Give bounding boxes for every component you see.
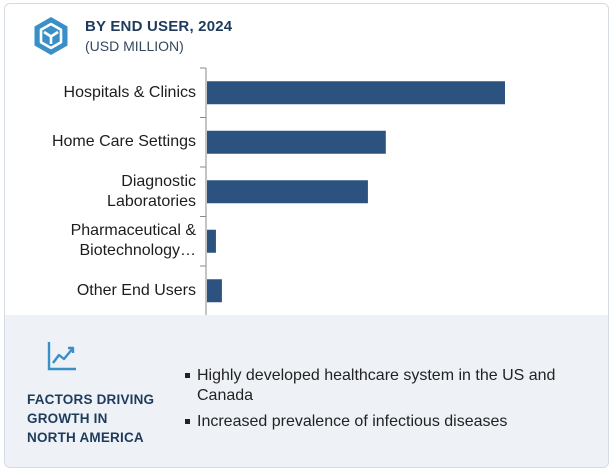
hexagon-y-logo-icon bbox=[34, 17, 68, 55]
chart-title: BY END USER, 2024 bbox=[85, 18, 233, 35]
category-label-line: Home Care Settings bbox=[51, 133, 196, 151]
bar bbox=[207, 229, 216, 253]
factors-panel: FACTORS DRIVING GROWTH IN NORTH AMERICA … bbox=[5, 315, 608, 467]
factors-title: FACTORS DRIVING GROWTH IN NORTH AMERICA bbox=[27, 390, 154, 447]
bar bbox=[207, 279, 222, 303]
bar bbox=[207, 81, 505, 105]
factor-item: Highly developed healthcare system in th… bbox=[185, 366, 595, 406]
factor-item: Increased prevalence of infectious disea… bbox=[185, 412, 595, 432]
category-label: Hospitals & Clinics bbox=[64, 83, 196, 103]
bar bbox=[207, 130, 386, 154]
category-label-line: Other End Users bbox=[76, 281, 196, 299]
category-label: Home Care Settings bbox=[52, 132, 196, 152]
bar bbox=[207, 180, 368, 204]
factors-title-line: GROWTH IN bbox=[27, 411, 108, 426]
factors-title-line: FACTORS DRIVING bbox=[27, 392, 155, 407]
category-label: Other End Users bbox=[77, 281, 196, 301]
bar-chart-svg bbox=[200, 67, 505, 316]
factors-list: Highly developed healthcare system in th… bbox=[185, 366, 595, 438]
category-label-line: Hospitals & Clinics bbox=[63, 83, 196, 101]
category-label-line: Diagnostic bbox=[121, 172, 196, 190]
trend-chart-icon bbox=[47, 342, 76, 371]
category-label-line: Laboratories bbox=[107, 192, 196, 210]
chart-subtitle: (USD MILLION) bbox=[85, 38, 184, 54]
factors-title-line: NORTH AMERICA bbox=[27, 430, 144, 445]
chart-card: BY END USER, 2024 (USD MILLION) Hospital… bbox=[4, 3, 609, 468]
category-label-line: Biotechnology… bbox=[79, 242, 196, 260]
category-label: Pharmaceutical & Biotechnology… bbox=[71, 221, 196, 261]
category-label-line: Pharmaceutical & bbox=[70, 222, 196, 240]
bar-chart: Hospitals & Clinics Home Care Settings Dia… bbox=[5, 59, 608, 324]
category-label: Diagnostic Laboratories bbox=[107, 172, 196, 212]
